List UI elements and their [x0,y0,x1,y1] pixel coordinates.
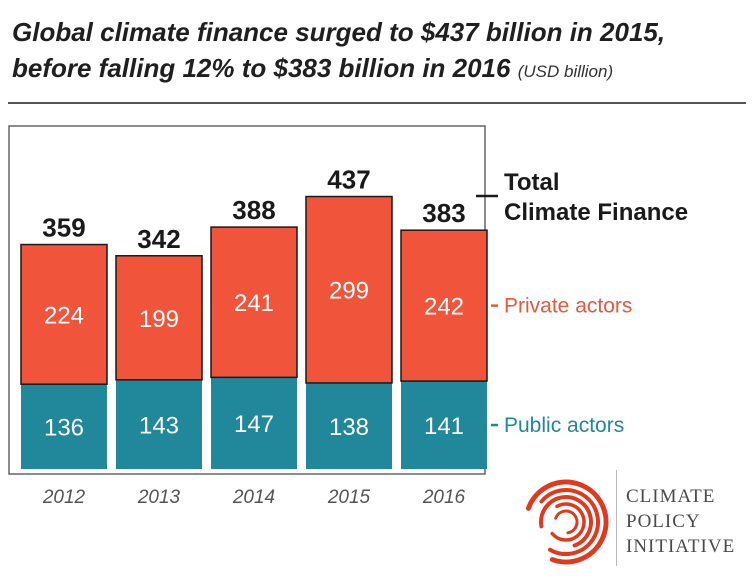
legend-total-line-1: Total [504,169,560,196]
climate-policy-initiative-logo-icon [525,479,609,565]
bar-private-2014 [210,226,298,379]
title-rule [8,102,746,104]
label-public-2016: 141 [424,413,464,440]
bar-public-2015 [306,382,392,469]
bar-public-2016 [401,381,487,469]
bar-public-2014 [211,377,297,469]
logo-divider [616,470,617,566]
title-line-2-text: before falling 12% to $383 billion in 20… [12,53,511,83]
label-private-2014: 241 [234,290,274,317]
label-total-2015: 437 [327,165,370,195]
chart-title: Global climate finance surged to $437 bi… [12,14,747,90]
logo-arc-4 [554,509,579,535]
label-private-2015: 299 [329,278,369,305]
label-public-2013: 143 [139,412,179,439]
bar-private-2016 [400,229,488,382]
bar-private-2015 [305,195,393,384]
logo-arc-0 [525,479,609,565]
title-unit: (USD billion) [517,62,614,81]
legend-private: Private actors [504,295,632,318]
tick-label-2014: 2014 [232,487,275,508]
label-public-2014: 147 [234,411,274,438]
bar-private-2013 [115,255,203,381]
title-line-1: Global climate finance surged to $437 bi… [12,17,666,47]
tick-label-2013: 2013 [137,487,181,508]
logo-arc-1 [539,488,600,556]
logo-line-1: CLIMATE [626,486,716,507]
label-total-2013: 342 [137,224,180,254]
tick-label-2012: 2012 [42,487,86,508]
label-private-2012: 224 [44,302,84,329]
label-total-2014: 388 [232,195,275,225]
bar-public-2013 [116,379,202,469]
label-public-2012: 136 [44,415,84,442]
label-private-2016: 242 [424,294,464,321]
logo-line-3: INITIATIVE [626,536,736,557]
logo-text: CLIMATE POLICY INITIATIVE [626,484,735,559]
label-total-2012: 359 [42,213,85,243]
legend-total-line-2: Climate Finance [504,199,688,226]
tick-label-2016: 2016 [422,487,466,508]
logo-arc-2 [539,495,593,548]
label-total-2016: 383 [422,198,465,228]
label-private-2013: 199 [139,306,179,333]
title-line-2: before falling 12% to $383 billion in 20… [12,50,747,90]
bar-private-2012 [20,243,108,385]
legend-public: Public actors [504,414,624,437]
tick-label-2015: 2015 [327,487,371,508]
logo-arc-3 [550,502,586,542]
label-public-2015: 138 [329,414,369,441]
logo-line-2: POLICY [626,511,701,532]
bar-public-2012 [21,384,107,469]
